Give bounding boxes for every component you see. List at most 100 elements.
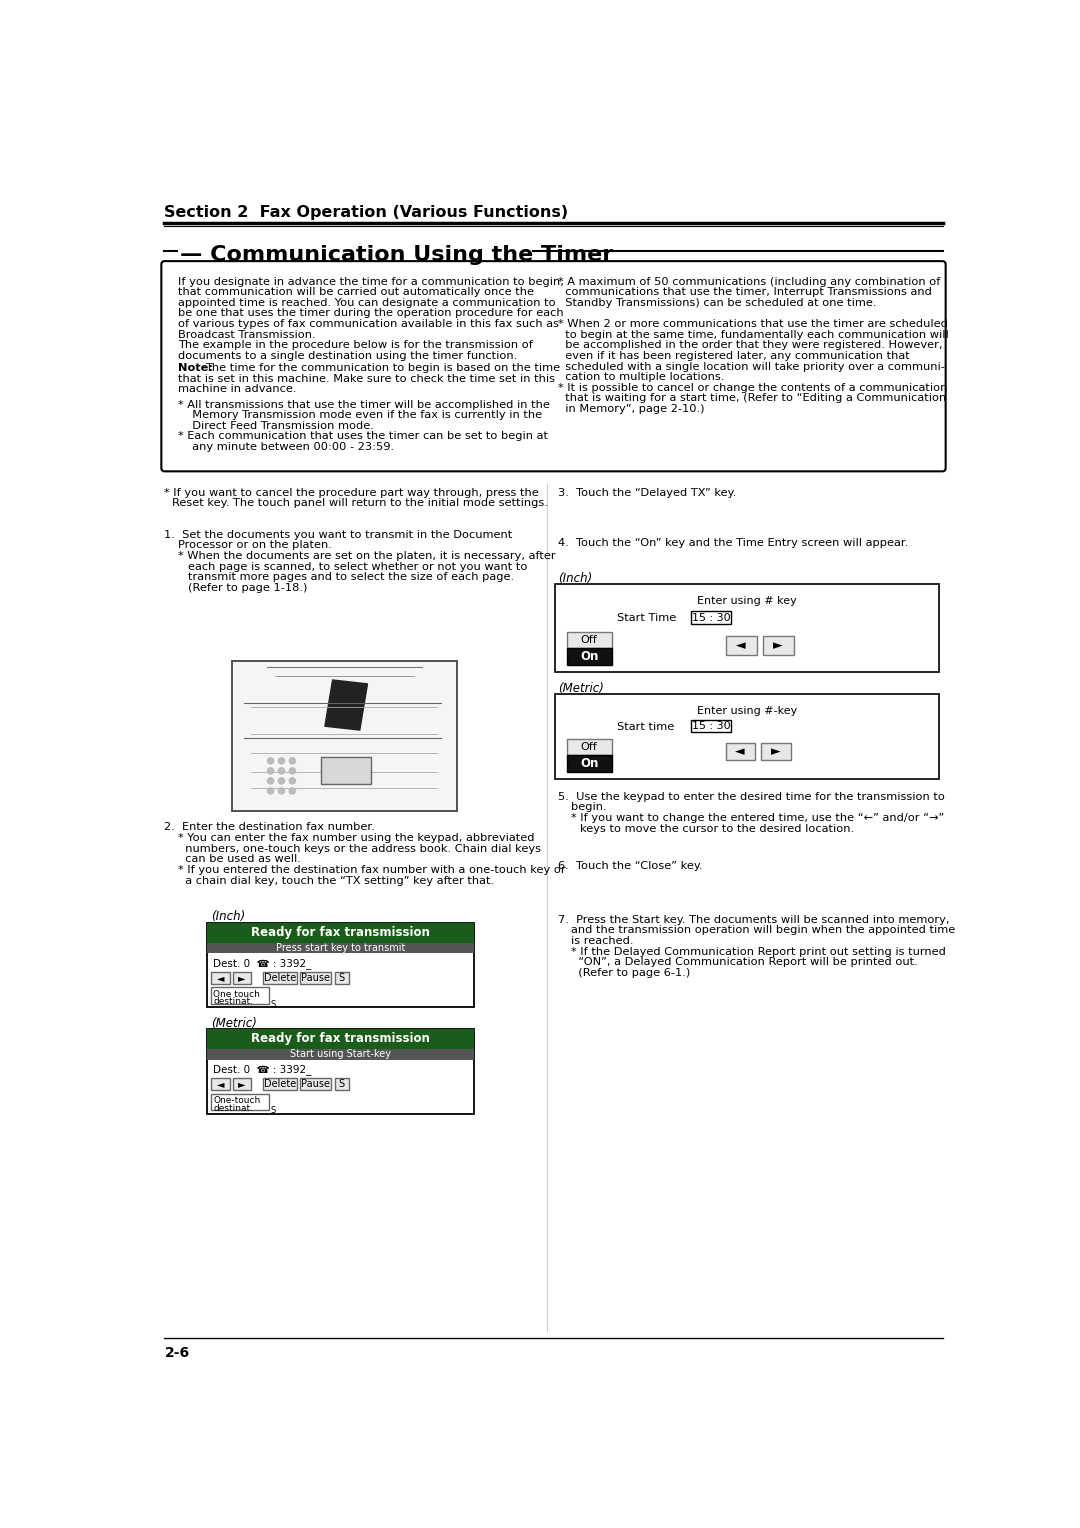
Circle shape	[268, 758, 273, 764]
Text: On: On	[580, 758, 598, 770]
Text: in Memory”, page 2-10.): in Memory”, page 2-10.)	[558, 403, 704, 414]
Text: (Refer to page 1-18.): (Refer to page 1-18.)	[188, 584, 307, 593]
Bar	[211, 972, 230, 984]
Text: Pause: Pause	[301, 973, 330, 983]
Bar	[262, 972, 297, 984]
Bar	[207, 923, 474, 943]
Text: communications that use the timer, Interrupt Transmissions and: communications that use the timer, Inter…	[558, 287, 932, 296]
Bar	[300, 1079, 332, 1091]
Text: “ON”, a Delayed Communication Report will be printed out.: “ON”, a Delayed Communication Report wil…	[570, 958, 917, 967]
Bar	[321, 756, 372, 784]
Text: each page is scanned, to select whether or not you want to: each page is scanned, to select whether …	[188, 562, 527, 571]
Text: S: S	[271, 1106, 275, 1115]
Bar	[207, 943, 474, 953]
Bar	[762, 636, 794, 654]
Text: Ready for fax transmission: Ready for fax transmission	[252, 1033, 430, 1045]
Bar	[207, 1028, 474, 1048]
Text: Direct Feed Transmission mode.: Direct Feed Transmission mode.	[185, 420, 374, 431]
Circle shape	[289, 788, 296, 795]
Text: Start time: Start time	[617, 721, 674, 732]
Text: numbers, one-touch keys or the address book. Chain dial keys: numbers, one-touch keys or the address b…	[178, 843, 541, 854]
Text: 2.  Enter the destination fax number.: 2. Enter the destination fax number.	[164, 822, 375, 833]
Text: ►: ►	[771, 746, 781, 758]
Text: 7.  Press the Start key. The documents will be scanned into memory,: 7. Press the Start key. The documents wi…	[558, 915, 949, 924]
Bar	[232, 972, 252, 984]
Text: Memory Transmission mode even if the fax is currently in the: Memory Transmission mode even if the fax…	[185, 410, 542, 420]
Text: (Refer to page 6-1.): (Refer to page 6-1.)	[570, 969, 690, 978]
Circle shape	[289, 767, 296, 775]
Bar	[555, 584, 939, 672]
Bar	[207, 1028, 474, 1114]
Text: be one that uses the timer during the operation procedure for each: be one that uses the timer during the op…	[178, 309, 564, 318]
Text: Press start key to transmit: Press start key to transmit	[276, 943, 405, 953]
Text: 1.  Set the documents you want to transmit in the Document: 1. Set the documents you want to transmi…	[164, 530, 513, 539]
Text: any minute between 00:00 - 23:59.: any minute between 00:00 - 23:59.	[185, 442, 394, 452]
Text: 15 : 30: 15 : 30	[691, 721, 730, 732]
Text: that is set in this machine. Make sure to check the time set in this: that is set in this machine. Make sure t…	[178, 374, 555, 384]
Circle shape	[268, 778, 273, 784]
Text: be accomplished in the order that they were registered. However,: be accomplished in the order that they w…	[558, 341, 943, 350]
Text: documents to a single destination using the timer function.: documents to a single destination using …	[178, 351, 517, 361]
Text: The example in the procedure below is for the transmission of: The example in the procedure below is fo…	[178, 341, 534, 350]
Text: 3.  Touch the “Delayed TX” key.: 3. Touch the “Delayed TX” key.	[558, 487, 737, 498]
Text: Reset key. The touch panel will return to the initial mode settings.: Reset key. The touch panel will return t…	[172, 498, 548, 509]
Text: cation to multiple locations.: cation to multiple locations.	[558, 373, 725, 382]
Text: * When the documents are set on the platen, it is necessary, after: * When the documents are set on the plat…	[178, 552, 556, 561]
Text: * Each communication that uses the timer can be set to begin at: * Each communication that uses the timer…	[178, 431, 549, 442]
Text: ►: ►	[773, 639, 783, 652]
Text: Off: Off	[581, 743, 597, 752]
Text: If you designate in advance the time for a communication to begin,: If you designate in advance the time for…	[178, 277, 564, 287]
Text: of various types of fax communication available in this fax such as: of various types of fax communication av…	[178, 319, 559, 329]
Bar	[555, 694, 939, 779]
Text: 4.  Touch the “On” key and the Time Entry screen will appear.: 4. Touch the “On” key and the Time Entry…	[558, 538, 908, 547]
Text: 5.  Use the keypad to enter the desired time for the transmission to: 5. Use the keypad to enter the desired t…	[558, 792, 945, 802]
Bar	[567, 755, 611, 773]
Text: * If the Delayed Communication Report print out setting is turned: * If the Delayed Communication Report pr…	[570, 947, 945, 957]
Text: Note:: Note:	[178, 364, 214, 373]
Bar	[691, 611, 731, 623]
FancyBboxPatch shape	[161, 261, 946, 471]
Text: 15 : 30: 15 : 30	[691, 613, 730, 622]
Text: Enter using #-key: Enter using #-key	[697, 706, 797, 717]
Text: * All transmissions that use the timer will be accomplished in the: * All transmissions that use the timer w…	[178, 400, 551, 410]
Text: Standby Transmissions) can be scheduled at one time.: Standby Transmissions) can be scheduled …	[558, 298, 877, 307]
Text: Processor or on the platen.: Processor or on the platen.	[178, 541, 333, 550]
Text: ►: ►	[239, 1079, 246, 1089]
Text: ◄: ◄	[216, 1079, 224, 1089]
Text: * If you entered the destination fax number with a one-touch key or: * If you entered the destination fax num…	[178, 865, 566, 876]
Text: * If you want to cancel the procedure part way through, press the: * If you want to cancel the procedure pa…	[164, 487, 539, 498]
Text: is reached.: is reached.	[570, 937, 633, 946]
Polygon shape	[325, 680, 367, 730]
Text: S: S	[339, 1079, 345, 1089]
Bar	[300, 972, 332, 984]
Text: Off: Off	[581, 636, 597, 645]
Bar	[691, 720, 731, 732]
Bar	[726, 636, 757, 654]
Text: scheduled with a single location will take priority over a communi-: scheduled with a single location will ta…	[558, 362, 945, 371]
Bar	[761, 743, 791, 759]
Text: * It is possible to cancel or change the contents of a communication: * It is possible to cancel or change the…	[558, 384, 947, 393]
Text: Dest. 0  ☎ : 3392_: Dest. 0 ☎ : 3392_	[213, 1063, 312, 1076]
Text: Dest. 0  ☎ : 3392_: Dest. 0 ☎ : 3392_	[213, 958, 312, 969]
Text: ◄: ◄	[737, 639, 746, 652]
Bar	[335, 972, 349, 984]
Bar	[567, 648, 611, 665]
Text: Pause: Pause	[301, 1079, 330, 1089]
Text: 2-6: 2-6	[164, 1346, 190, 1360]
Text: begin.: begin.	[570, 802, 606, 813]
Text: Start using Start-key: Start using Start-key	[291, 1050, 391, 1059]
Circle shape	[279, 758, 284, 764]
Text: (Inch): (Inch)	[211, 911, 245, 923]
Circle shape	[289, 758, 296, 764]
Text: keys to move the cursor to the desired location.: keys to move the cursor to the desired l…	[580, 824, 854, 834]
Circle shape	[268, 767, 273, 775]
Text: S: S	[271, 999, 275, 1008]
Text: Delete: Delete	[264, 1079, 296, 1089]
Bar	[567, 631, 611, 648]
Text: The time for the communication to begin is based on the time: The time for the communication to begin …	[205, 364, 561, 373]
Text: * When 2 or more communications that use the timer are scheduled: * When 2 or more communications that use…	[558, 319, 948, 329]
Text: Ready for fax transmission: Ready for fax transmission	[252, 926, 430, 940]
Text: destinat.: destinat.	[213, 998, 254, 1007]
Text: to begin at the same time, fundamentally each communication will: to begin at the same time, fundamentally…	[558, 330, 949, 339]
Bar	[232, 1079, 252, 1091]
